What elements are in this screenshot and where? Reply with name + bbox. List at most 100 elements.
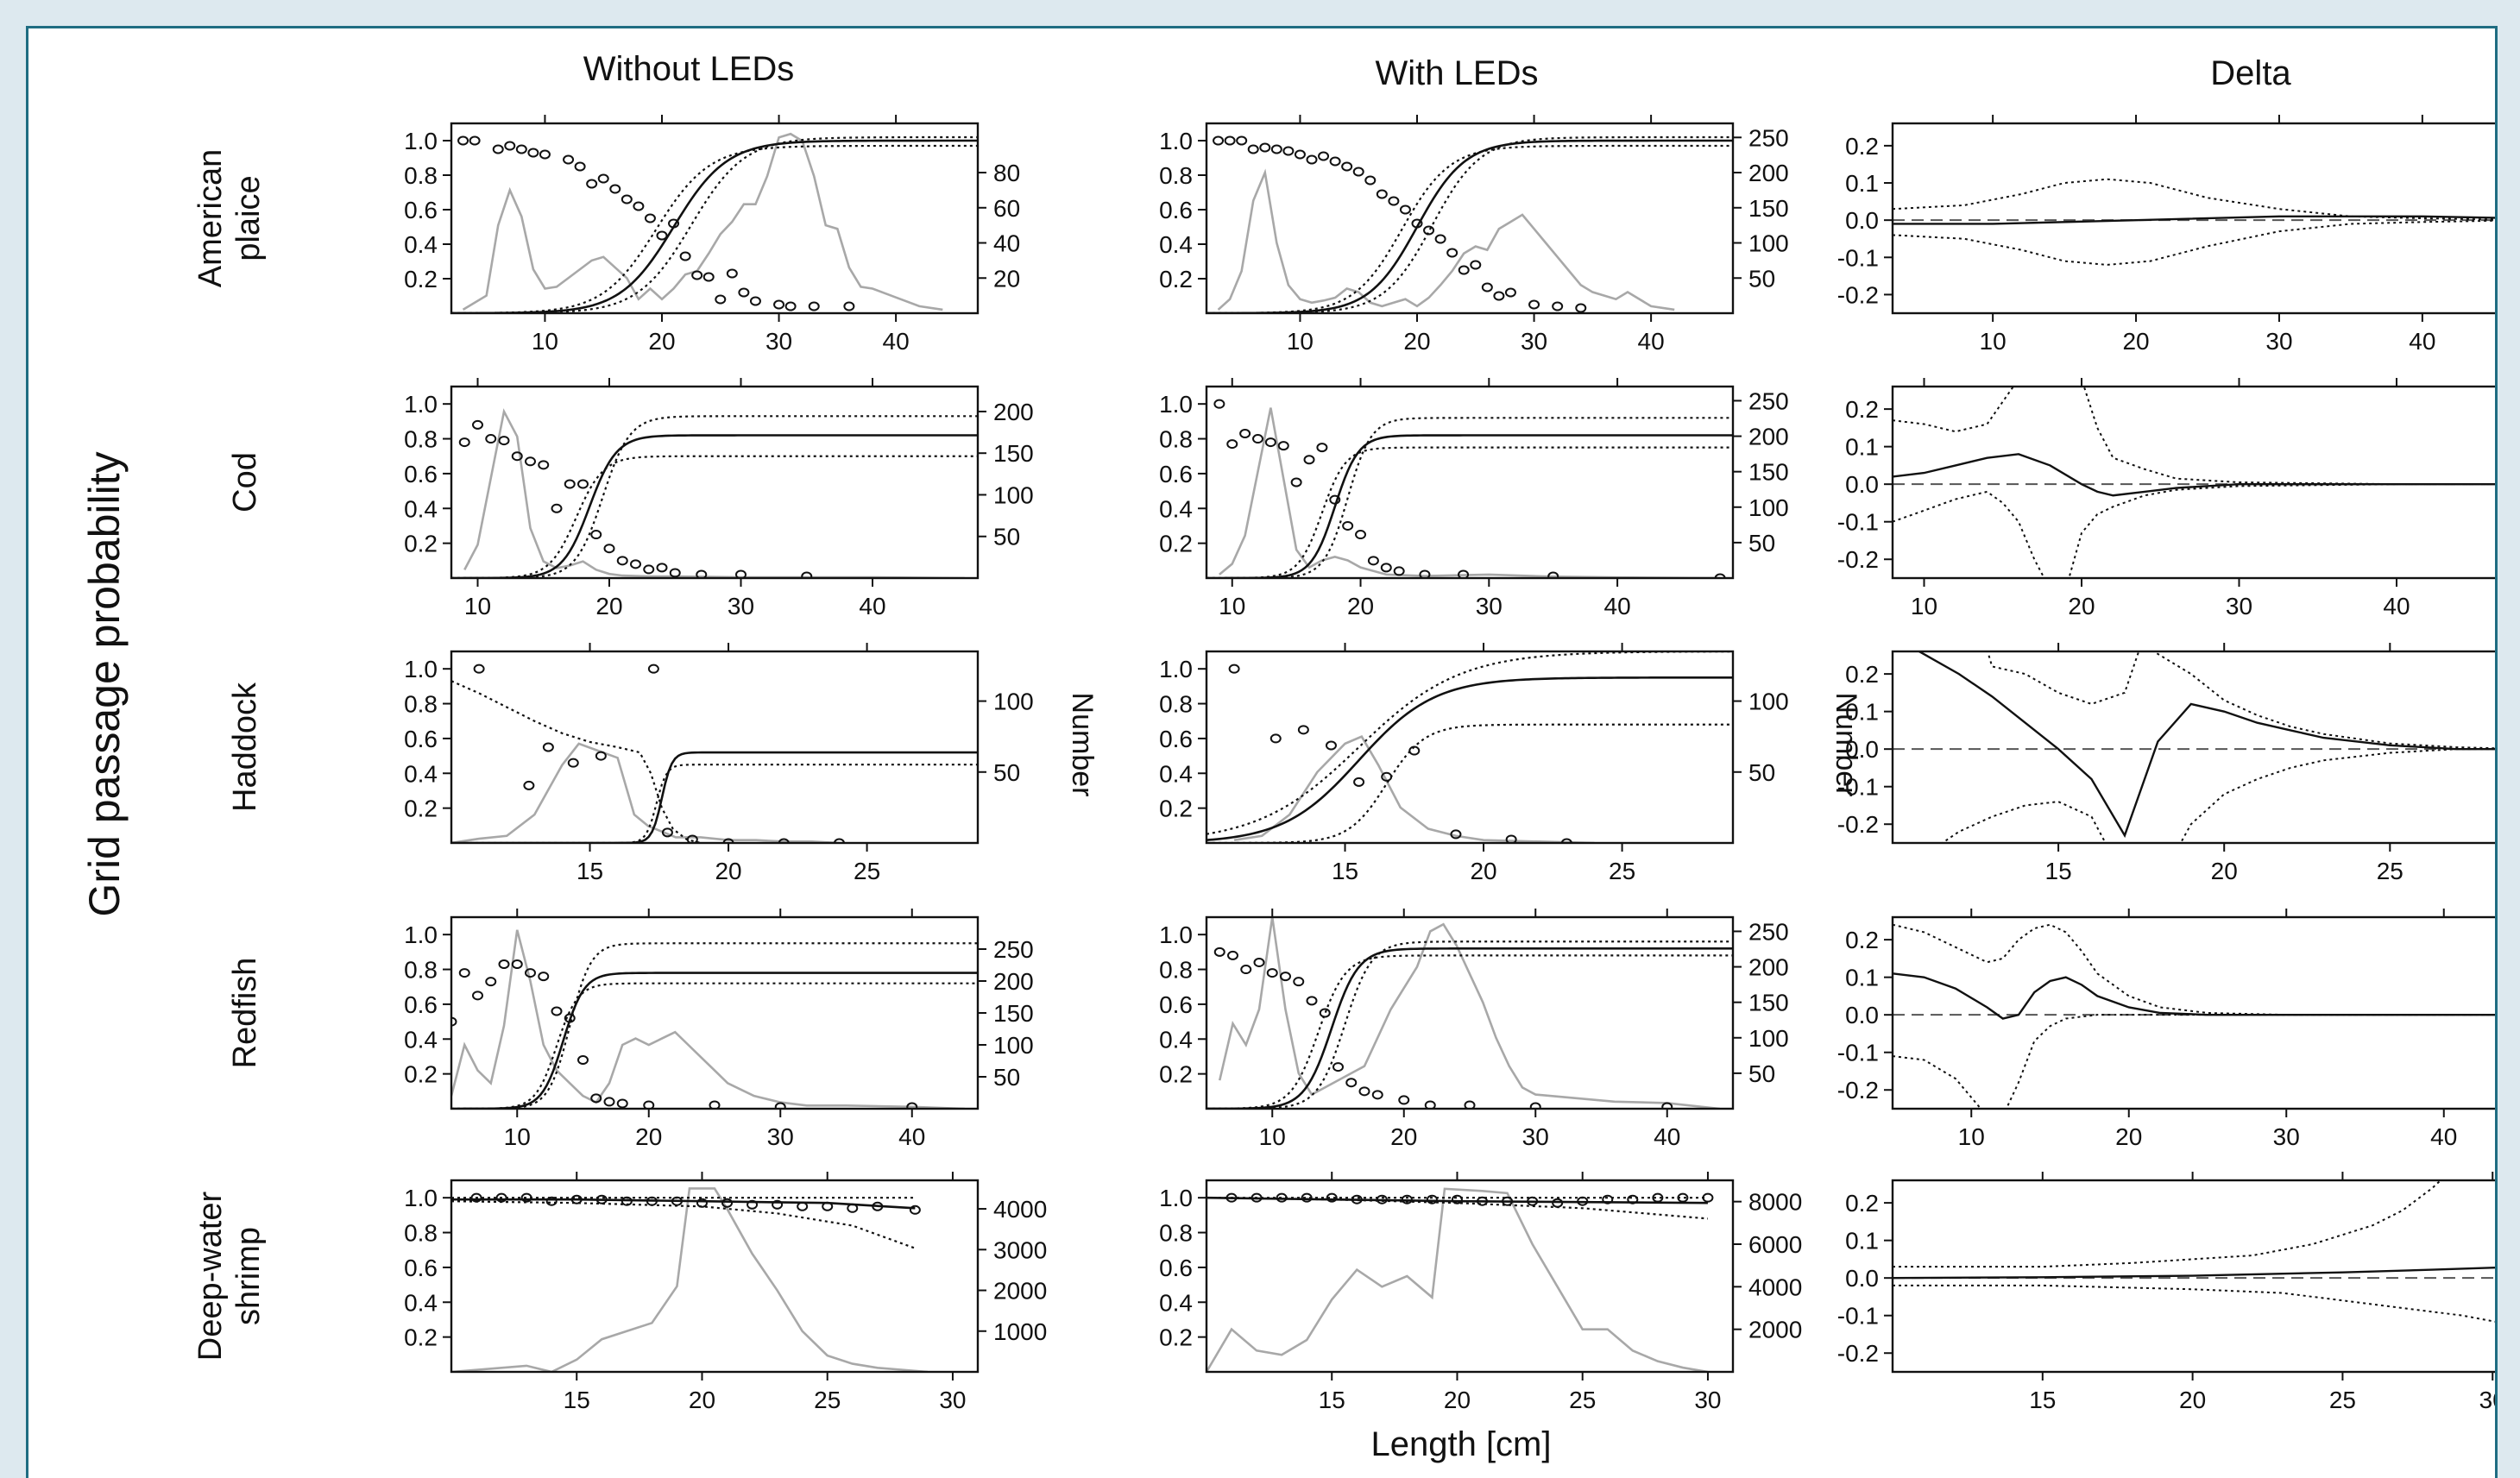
observed-point bbox=[457, 135, 469, 146]
delta-line bbox=[1893, 453, 2495, 497]
observed-point bbox=[525, 456, 536, 467]
observed-point bbox=[749, 296, 761, 306]
observed-point bbox=[747, 1199, 759, 1210]
ci-lower-line bbox=[451, 982, 978, 1109]
row-label-line: Deep-water bbox=[192, 1191, 229, 1361]
observed-point bbox=[542, 742, 554, 752]
y-tick-label: 0.2 bbox=[1159, 796, 1193, 822]
x-tick-label: 20 bbox=[648, 328, 675, 355]
y-tick-label: 1.0 bbox=[1159, 128, 1193, 154]
observed-point bbox=[1301, 1192, 1313, 1203]
x-tick-label: 30 bbox=[2479, 1387, 2495, 1413]
panel-american-plaice-delta: 10 20 30 40 -0.2 -0.1 0.0 0.1 0.2 bbox=[1837, 115, 2495, 355]
observed-point bbox=[691, 270, 703, 280]
observed-point bbox=[616, 556, 628, 566]
observed-point bbox=[511, 451, 523, 462]
observed-point bbox=[1528, 299, 1540, 310]
observed-point bbox=[563, 154, 575, 165]
panel-cod-without: 10 20 30 40 0.2 0.4 0.6 0.8 1.0 50 100 150 200 bbox=[404, 378, 1034, 620]
observed-point bbox=[643, 1100, 655, 1109]
y-tick-label: 0.0 bbox=[1845, 1002, 1879, 1028]
observed-point bbox=[1376, 189, 1388, 199]
observed-point bbox=[1547, 571, 1559, 578]
observed-point bbox=[1677, 1192, 1689, 1203]
y-tick-label: 0.8 bbox=[1159, 162, 1193, 189]
x-tick-label: 10 bbox=[532, 328, 558, 355]
count-tick-label: 150 bbox=[993, 440, 1034, 467]
x-tick-label: 40 bbox=[2383, 593, 2410, 620]
x-tick-label: 15 bbox=[1319, 1387, 1345, 1413]
y-tick-label: 0.2 bbox=[1159, 1061, 1193, 1088]
observed-point bbox=[1381, 771, 1393, 782]
x-tick-label: 30 bbox=[1694, 1387, 1721, 1413]
observed-point bbox=[1290, 477, 1302, 487]
y-tick-label: 0.2 bbox=[404, 796, 438, 822]
count-line bbox=[1233, 735, 1595, 843]
observed-point bbox=[1458, 265, 1470, 275]
ci-lower-line bbox=[1206, 954, 1733, 1109]
ci-lower-line bbox=[1893, 1284, 2495, 1323]
count-tick-label: 100 bbox=[993, 689, 1034, 715]
x-axis-label: Length [cm] bbox=[1370, 1425, 1551, 1463]
observed-point bbox=[577, 1054, 589, 1065]
observed-point bbox=[1411, 218, 1423, 229]
observed-point bbox=[656, 563, 668, 573]
y-tick-label: 0.4 bbox=[404, 1289, 438, 1316]
y-tick-label: -0.2 bbox=[1837, 811, 1879, 838]
row-label-deep-water-shrimp: Deep-water shrimp bbox=[192, 1191, 267, 1361]
count-tick-label: 4000 bbox=[993, 1196, 1047, 1223]
row-label-haddock: Haddock bbox=[227, 682, 263, 812]
y-tick-label: -0.1 bbox=[1837, 244, 1879, 271]
y-axis-label: Grid passage probability bbox=[80, 451, 129, 916]
observed-point bbox=[778, 838, 790, 843]
observed-point bbox=[822, 1201, 834, 1211]
y-tick-label: -0.2 bbox=[1837, 1077, 1879, 1104]
observed-point bbox=[1446, 248, 1458, 258]
row-label-cod: Cod bbox=[227, 452, 263, 513]
observed-point bbox=[1419, 569, 1431, 578]
observed-point bbox=[726, 268, 738, 279]
observed-point bbox=[1253, 957, 1265, 967]
count-tick-label: 3000 bbox=[993, 1236, 1047, 1263]
observed-point bbox=[498, 436, 510, 446]
observed-point bbox=[1293, 977, 1305, 987]
plot-area bbox=[1893, 387, 2495, 578]
y-tick-label: 0.0 bbox=[1845, 736, 1879, 763]
count-line bbox=[462, 132, 943, 311]
x-tick-label: 30 bbox=[2226, 593, 2252, 620]
count-tick-label: 200 bbox=[993, 968, 1034, 995]
observed-point bbox=[1702, 1192, 1714, 1203]
y-tick-label: 0.2 bbox=[1159, 1324, 1193, 1351]
observed-point bbox=[686, 834, 698, 843]
observed-point bbox=[738, 287, 750, 298]
observed-point bbox=[1213, 947, 1225, 957]
observed-point bbox=[1364, 175, 1377, 186]
ci-upper-line bbox=[451, 415, 978, 578]
ci-lower-line bbox=[1893, 219, 2495, 266]
panel-border bbox=[450, 915, 980, 1110]
y-tick-label: 0.2 bbox=[1159, 531, 1193, 557]
observed-point bbox=[469, 135, 481, 146]
observed-point bbox=[1276, 1192, 1288, 1203]
panel-border bbox=[450, 122, 980, 315]
observed-point bbox=[616, 1098, 628, 1109]
observed-point bbox=[1351, 1194, 1363, 1204]
plot-area bbox=[451, 1187, 929, 1372]
observed-point bbox=[472, 991, 483, 1001]
panel-border bbox=[450, 385, 980, 580]
x-tick-label: 20 bbox=[2179, 1387, 2206, 1413]
x-tick-label: 20 bbox=[635, 1123, 662, 1150]
observed-point bbox=[1458, 569, 1470, 578]
count-line bbox=[451, 929, 965, 1109]
fitted-curve bbox=[451, 139, 978, 313]
ci-lower-line bbox=[1893, 483, 2495, 578]
observed-point bbox=[1627, 1194, 1639, 1204]
observed-point bbox=[492, 144, 504, 154]
panel-cod-with: 10 20 30 40 0.2 0.4 0.6 0.8 1.0 50 100 150 200 250 bbox=[1159, 378, 1789, 620]
column-title-without-leds: Without LEDs bbox=[583, 50, 795, 88]
ci-lower-line bbox=[451, 764, 978, 843]
row-label-redfish: Redfish bbox=[227, 958, 263, 1069]
y-tick-label: -0.1 bbox=[1837, 1303, 1879, 1330]
observed-point bbox=[1399, 204, 1411, 215]
x-tick-label: 10 bbox=[1911, 593, 1937, 620]
